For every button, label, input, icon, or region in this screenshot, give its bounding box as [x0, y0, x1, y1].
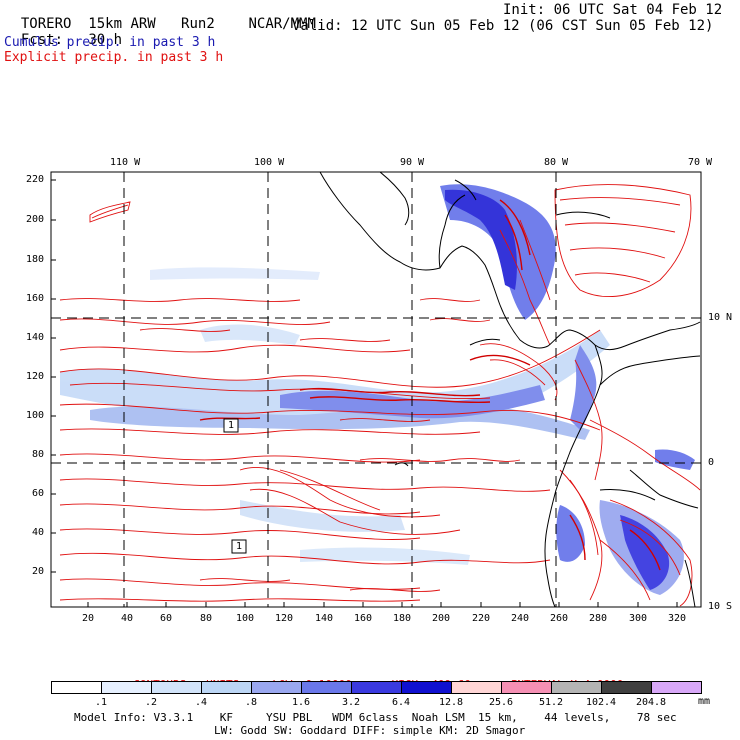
box-label-2: 1 [236, 541, 243, 552]
model-center: NCAR/MMM [248, 16, 316, 32]
colorbar-swatch [151, 681, 202, 694]
y-label: 20 [32, 566, 45, 577]
x-label: 240 [511, 613, 530, 624]
x-label: 100 [236, 613, 255, 624]
colorbar-swatch [451, 681, 502, 694]
colorbar-value: 1.6 [291, 697, 311, 708]
colorbar-value: .2 [144, 697, 158, 708]
contour-value-boxes [223, 418, 247, 554]
lon-label-70w: 70 W [688, 157, 713, 168]
legend-cumulus: Cumulus precip. in past 3 h [4, 35, 216, 50]
model-info: Model Info: V3.3.1 KF YSU PBL WDM 6class… [74, 711, 677, 724]
x-label: 140 [315, 613, 334, 624]
colorbar-value: 102.4 [585, 697, 617, 708]
colorbar-value: .1 [94, 697, 108, 708]
y-label: 100 [26, 410, 45, 421]
init-time: Init: 06 UTC Sat 04 Feb 12 [503, 2, 723, 18]
colorbar-value: 204.8 [635, 697, 667, 708]
legend-explicit: Explicit precip. in past 3 h [4, 50, 224, 65]
header-model: TORERO 15km ARW Run2 NCAR/MMM [4, 3, 316, 31]
colorbar-swatch [401, 681, 452, 694]
colorbar-swatch [601, 681, 652, 694]
colorbar-value: 6.4 [391, 697, 411, 708]
colorbar-swatch [251, 681, 302, 694]
lat-label-10n: 10 N [708, 312, 733, 323]
colorbar-value: .4 [194, 697, 208, 708]
lon-label-110w: 110 W [110, 157, 141, 168]
x-label: 220 [472, 613, 491, 624]
lat-label-0: 0 [708, 457, 715, 468]
lon-label-90w: 90 W [400, 157, 425, 168]
model-physics: LW: Godd SW: Goddard DIFF: simple KM: 2D… [214, 724, 526, 737]
x-label: 260 [550, 613, 569, 624]
model-run: Run2 [181, 16, 215, 32]
x-label: 120 [275, 613, 294, 624]
colorbar-value: .8 [244, 697, 258, 708]
model-resolution: 15km ARW [88, 16, 156, 32]
y-label: 160 [26, 293, 45, 304]
x-label: 280 [589, 613, 608, 624]
y-label: 80 [32, 449, 45, 460]
lat-lon-grid [51, 172, 701, 607]
x-label: 320 [668, 613, 687, 624]
colorbar-unit: mm [698, 696, 711, 707]
x-label: 80 [200, 613, 213, 624]
x-label: 160 [354, 613, 373, 624]
box-label-1: 1 [228, 420, 235, 431]
x-label: 180 [393, 613, 412, 624]
model-name: TORERO [20, 16, 72, 32]
colorbar-value: 12.8 [438, 697, 464, 708]
colorbar-value: 25.6 [488, 697, 514, 708]
y-label: 120 [26, 371, 45, 382]
map-frame [50, 171, 702, 608]
x-label: 300 [629, 613, 648, 624]
colorbar-swatch [51, 681, 102, 694]
forecast-hour: Fcst: 30 h [4, 19, 122, 47]
y-label: 180 [26, 254, 45, 265]
x-label: 200 [432, 613, 451, 624]
y-label: 200 [26, 214, 45, 225]
colorbar-value: 3.2 [341, 697, 361, 708]
x-label: 20 [82, 613, 95, 624]
y-label: 40 [32, 527, 45, 538]
colorbar-swatch [301, 681, 352, 694]
x-label: 40 [121, 613, 134, 624]
colorbar-swatch [201, 681, 252, 694]
lon-label-80w: 80 W [544, 157, 569, 168]
axis-ticks [51, 179, 678, 607]
explicit-precip-contours [59, 184, 701, 607]
lon-label-100w: 100 W [254, 157, 285, 168]
fcst-value: 30 h [88, 32, 123, 48]
y-label: 140 [26, 332, 45, 343]
y-label: 220 [26, 174, 45, 185]
y-label: 60 [32, 488, 45, 499]
colorbar-swatch [651, 681, 702, 694]
colorbar-swatch [501, 681, 552, 694]
lat-label-10s: 10 S [708, 601, 733, 612]
colorbar-swatch [101, 681, 152, 694]
x-label: 60 [160, 613, 173, 624]
valid-time: Valid: 12 UTC Sun 05 Feb 12 (06 CST Sun … [292, 18, 714, 34]
coastlines [319, 171, 701, 608]
colorbar-swatch [551, 681, 602, 694]
colorbar-swatch [351, 681, 402, 694]
fcst-label: Fcst: [20, 32, 64, 48]
explicit-precip-cores [199, 199, 661, 571]
colorbar-value: 51.2 [538, 697, 564, 708]
